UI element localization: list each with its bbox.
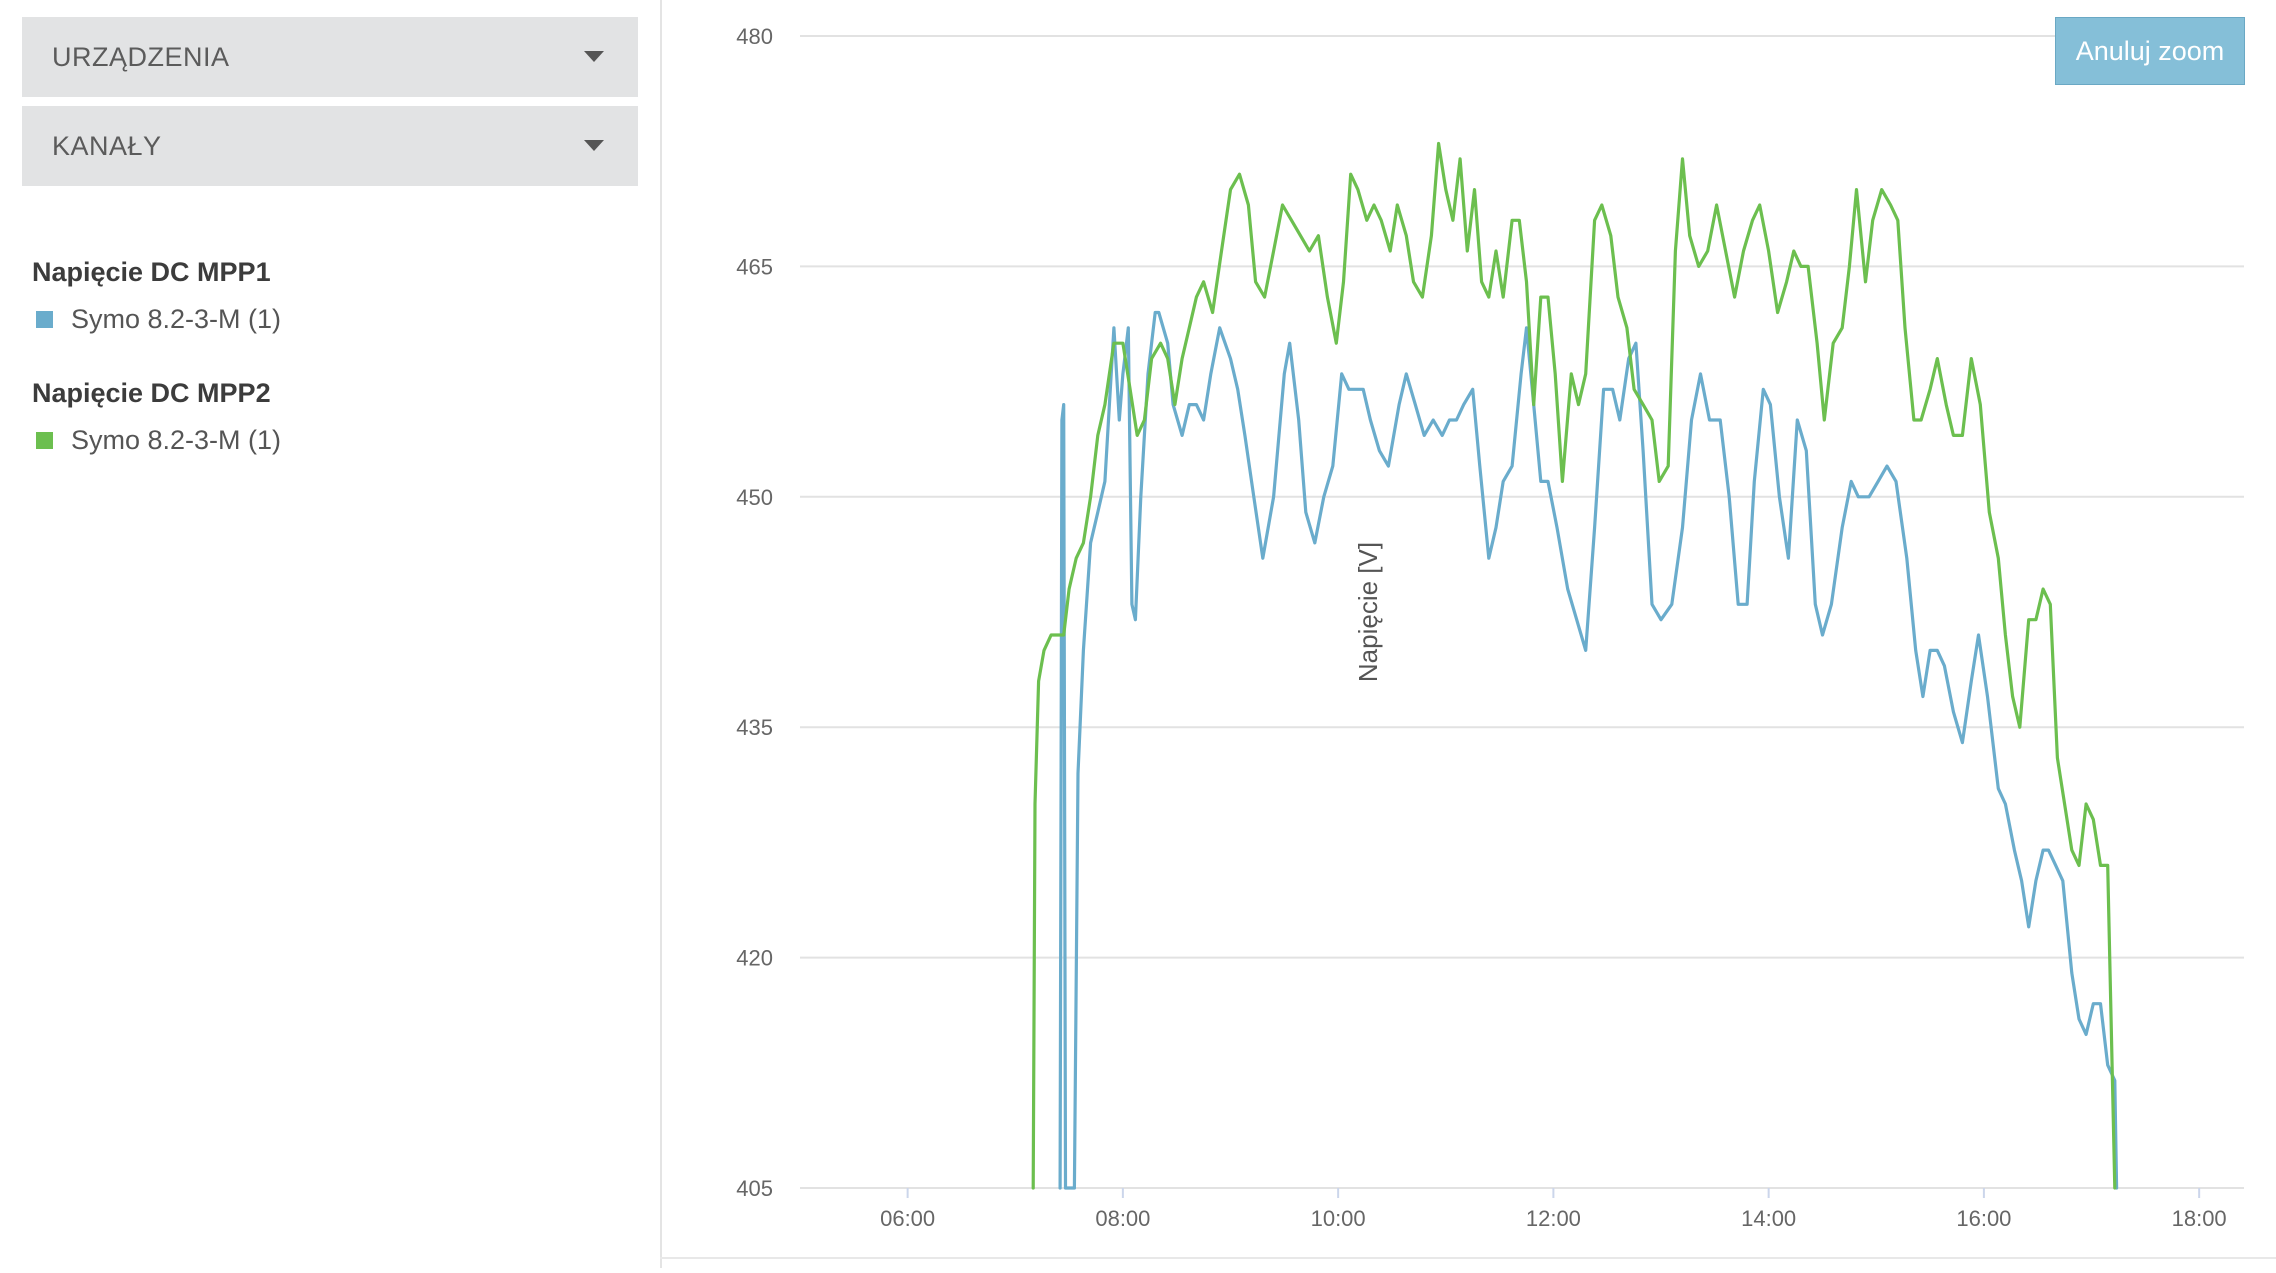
x-tick-label: 10:00 [1311,1206,1366,1231]
x-tick-label: 18:00 [2172,1206,2227,1231]
chart-series [1031,141,2119,1190]
y-tick-label: 465 [736,254,773,279]
legend-swatch-blue [36,311,53,328]
legend-item-mpp1[interactable]: Symo 8.2-3-M (1) [32,304,281,335]
reset-zoom-button[interactable]: Anuluj zoom [2055,17,2245,85]
legend-item-label: Symo 8.2-3-M (1) [71,304,282,334]
legend-swatch-green [36,432,53,449]
chart-area[interactable]: 480 465 450 435 420 405 06:00 08:00 10:00 12:00 1… [660,0,2276,1268]
legend-item-mpp2[interactable]: Symo 8.2-3-M (1) [32,425,281,456]
legend-title: Napięcie DC MPP2 [32,378,271,408]
devices-dropdown[interactable]: URZĄDZENIA [22,17,638,97]
y-tick-label: 450 [736,485,773,510]
y-axis-ticks: 480 465 450 435 420 405 [736,24,773,1201]
y-tick-label: 420 [736,946,773,971]
x-tick-label: 06:00 [880,1206,935,1231]
legend-title: Napięcie DC MPP1 [32,257,271,287]
series-line-mpp1[interactable] [1058,310,2119,1190]
legend-group-mpp2: Napięcie DC MPP2 Symo 8.2-3-M (1) [32,378,281,456]
chart-grid [800,35,2244,1189]
y-tick-label: 405 [736,1176,773,1201]
x-tick-label: 08:00 [1095,1206,1150,1231]
legend-group-mpp1: Napięcie DC MPP1 Symo 8.2-3-M (1) [32,257,281,335]
y-axis-label: Napięcie [V] [1353,542,1383,682]
sidebar: URZĄDZENIA KANAŁY Napięcie DC MPP1 Symo … [0,0,662,1268]
voltage-chart[interactable]: 480 465 450 435 420 405 06:00 08:00 10:00 12:00 1… [660,0,2276,1268]
x-tick-label: 14:00 [1741,1206,1796,1231]
x-tick-label: 12:00 [1526,1206,1581,1231]
channels-dropdown[interactable]: KANAŁY [22,106,638,186]
x-tick-label: 16:00 [1956,1206,2011,1231]
series-line-mpp2[interactable] [1031,141,2117,1190]
y-tick-label: 435 [736,715,773,740]
chart-bottom-border [660,1257,2276,1259]
x-axis-ticks: 06:00 08:00 10:00 12:00 14:00 16:00 18:00 [880,1188,2227,1231]
chevron-down-icon [584,51,604,62]
y-tick-label: 480 [736,24,773,49]
legend-item-label: Symo 8.2-3-M (1) [71,425,282,455]
chevron-down-icon [584,140,604,151]
devices-dropdown-label: URZĄDZENIA [52,41,230,72]
channels-dropdown-label: KANAŁY [52,130,162,161]
